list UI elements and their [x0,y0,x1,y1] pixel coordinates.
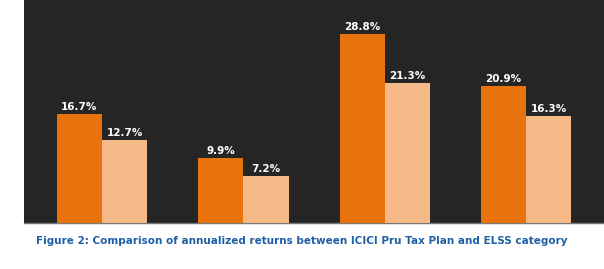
Text: 20.9%: 20.9% [486,74,522,84]
Text: 7.2%: 7.2% [251,164,281,174]
Text: 28.8%: 28.8% [344,22,381,32]
Bar [526,116,571,223]
Bar [198,158,243,223]
Text: 9.9%: 9.9% [207,146,235,156]
Bar [339,34,385,223]
Text: 16.3%: 16.3% [531,104,567,114]
Bar [385,83,430,223]
Bar [57,114,102,223]
Text: 21.3%: 21.3% [390,72,426,82]
Bar [481,86,526,223]
Bar [102,140,147,223]
Text: 16.7%: 16.7% [61,102,97,112]
Bar [243,176,289,223]
Text: Figure 2: Comparison of annualized returns between ICICI Pru Tax Plan and ELSS c: Figure 2: Comparison of annualized retur… [36,236,568,246]
Text: 12.7%: 12.7% [106,128,143,138]
